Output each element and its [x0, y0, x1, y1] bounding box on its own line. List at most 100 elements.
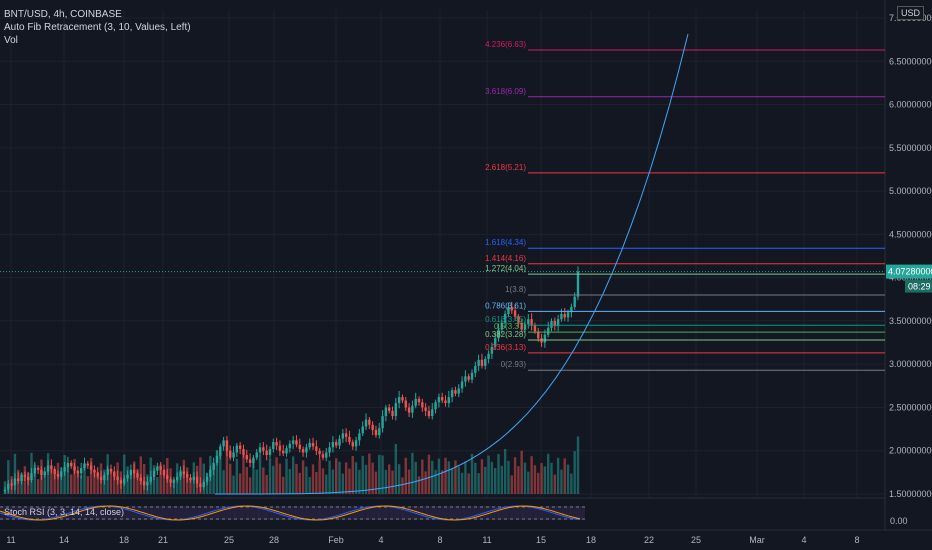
time-tick-label: 21	[158, 535, 168, 545]
volume-bar	[368, 453, 371, 494]
candle-body	[450, 390, 454, 398]
volume-bar	[550, 462, 553, 494]
candle-body	[318, 450, 321, 455]
volume-bar	[278, 463, 282, 494]
volume-bar	[388, 464, 391, 494]
volume-bar	[235, 458, 239, 494]
candle-body	[272, 442, 275, 449]
candle-body	[278, 445, 282, 451]
currency-label[interactable]: USD	[896, 6, 924, 20]
symbol-title[interactable]: BNT/USD, 4h, COINBASE	[4, 9, 122, 20]
volume-bar	[146, 474, 149, 494]
candle-body	[229, 450, 232, 458]
volume-bar	[404, 457, 407, 494]
volume-bar	[411, 452, 414, 494]
candle-body	[252, 457, 255, 463]
rsi-scale-label: 0.00	[890, 516, 908, 526]
candle-body	[510, 307, 513, 311]
fib-level-label: 0(2.93)	[501, 360, 527, 369]
candle-body	[437, 397, 441, 403]
volume-bar	[437, 458, 441, 494]
volume-bar	[298, 473, 301, 494]
volume-bar	[454, 460, 457, 494]
candle-body	[454, 390, 457, 394]
volume-bar	[361, 455, 364, 494]
volume-bar	[295, 464, 298, 494]
candle-body	[497, 329, 500, 339]
volume-bar	[556, 457, 560, 494]
time-tick-label: 11	[482, 535, 491, 545]
candle-body	[480, 359, 484, 366]
volume-bar	[305, 466, 308, 494]
volume-bar	[414, 461, 417, 494]
volume-bar	[142, 464, 146, 494]
volume-bar	[354, 462, 358, 494]
volume-bar	[540, 463, 543, 494]
fib-level-label: 0.618(3.45)	[485, 315, 526, 324]
volume-bar	[185, 467, 189, 494]
volume-bar	[490, 461, 494, 494]
volume-bar	[245, 467, 248, 494]
vol-indicator-label[interactable]: Vol	[4, 35, 18, 46]
candle-body	[421, 402, 424, 408]
volume-bar	[252, 460, 255, 494]
candle-body	[331, 442, 335, 448]
candle-body	[490, 346, 494, 354]
candle-body	[344, 433, 348, 437]
time-tick-label: 28	[269, 535, 279, 545]
volume-bar	[275, 457, 278, 494]
volume-bar	[139, 456, 142, 494]
volume-bar	[381, 455, 384, 494]
volume-bar	[162, 470, 166, 494]
time-tick-label: 11	[6, 535, 15, 545]
volume-bar	[33, 464, 37, 494]
candle-body	[407, 407, 411, 413]
volume-bar	[166, 458, 169, 494]
volume-bar	[537, 472, 540, 494]
volume-bar	[338, 461, 341, 494]
volume-bar	[335, 458, 338, 494]
fib-level-label: 1.618(4.34)	[485, 238, 526, 247]
volume-bar	[291, 456, 295, 494]
candle-body	[265, 450, 268, 456]
volume-bar	[60, 467, 63, 494]
volume-bar	[73, 459, 76, 494]
candle-body	[444, 400, 447, 404]
time-tick-label: 25	[691, 535, 701, 545]
last-price-label: 4.07280000	[888, 267, 932, 277]
time-tick-label: 4	[378, 535, 383, 545]
volume-bar	[172, 478, 176, 494]
fib-level-label: 0.236(3.13)	[485, 343, 526, 352]
candle-body	[268, 448, 272, 456]
parabolic-curve	[215, 33, 689, 495]
candle-body	[523, 324, 527, 330]
candle-body	[464, 376, 467, 382]
fib-indicator-label[interactable]: Auto Fib Retracement (3, 10, Values, Lef…	[4, 22, 191, 33]
price-tick-label: 3.50000000	[889, 316, 932, 326]
volume-bar	[444, 457, 447, 494]
candle-body	[467, 376, 470, 380]
stoch-rsi-label[interactable]: Stoch RSI (3, 3, 14, 14, close)	[4, 507, 125, 517]
volume-bar	[474, 462, 477, 494]
volume-bar	[109, 468, 113, 494]
fib-level-label: 1.414(4.16)	[485, 254, 526, 263]
candle-body	[414, 398, 417, 406]
price-tick-label: 6.00000000	[889, 100, 932, 110]
volume-bar	[63, 455, 66, 494]
volume-bar	[434, 469, 437, 494]
candle-body	[487, 353, 490, 359]
volume-bar	[364, 464, 368, 494]
candle-body	[298, 444, 301, 449]
volume-bar	[189, 477, 192, 494]
volume-bar	[212, 464, 215, 494]
candle-body	[232, 452, 235, 458]
volume-bar	[301, 460, 305, 494]
time-tick-label: Mar	[749, 535, 765, 545]
volume-bar	[76, 470, 80, 494]
volume-bar	[484, 466, 487, 494]
candle-body	[305, 447, 308, 453]
volume-bar	[113, 473, 116, 494]
volume-bar	[311, 464, 315, 494]
candle-body	[262, 447, 265, 451]
